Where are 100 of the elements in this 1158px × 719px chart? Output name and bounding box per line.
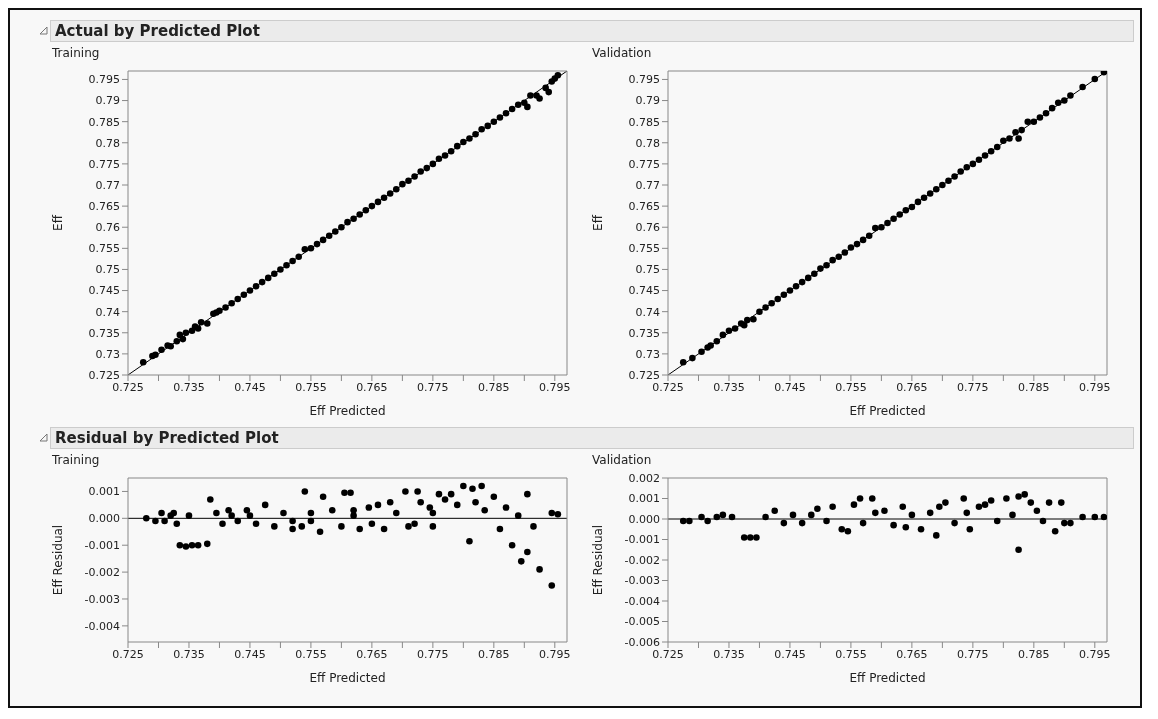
y-tick-label: 0.79 bbox=[635, 94, 660, 108]
point bbox=[951, 519, 958, 527]
x-tick-label: 0.795 bbox=[1079, 647, 1111, 661]
point bbox=[798, 519, 806, 527]
point bbox=[868, 495, 876, 502]
point bbox=[881, 507, 888, 515]
point bbox=[987, 497, 995, 504]
y-tick-label: 0.000 bbox=[628, 512, 660, 526]
x-tick-label: 0.765 bbox=[356, 647, 388, 661]
y-tick-label: 0.775 bbox=[88, 157, 120, 171]
x-tick-label: 0.775 bbox=[417, 380, 449, 394]
y-tick-label: 0.001 bbox=[628, 492, 660, 506]
x-tick-label: 0.755 bbox=[835, 380, 867, 394]
y-tick-label: 0.75 bbox=[635, 263, 660, 277]
point bbox=[917, 525, 925, 533]
point bbox=[1021, 491, 1028, 498]
point bbox=[890, 521, 897, 529]
y-tick-label: 0.73 bbox=[635, 347, 660, 361]
x-tick-label: 0.735 bbox=[713, 647, 745, 661]
y-tick-label: 0.795 bbox=[88, 73, 120, 87]
point bbox=[1003, 495, 1010, 502]
point bbox=[740, 534, 748, 541]
x-tick-label: 0.785 bbox=[1018, 647, 1050, 661]
y-tick-label: 0.002 bbox=[628, 471, 660, 485]
point bbox=[719, 511, 727, 519]
chart-title: Residual by Predicted Plot bbox=[50, 427, 1134, 449]
point bbox=[1100, 513, 1107, 521]
point bbox=[981, 501, 989, 508]
y-tick-label: -0.003 bbox=[624, 574, 660, 588]
point bbox=[872, 509, 879, 517]
point bbox=[753, 534, 760, 541]
point bbox=[859, 519, 867, 527]
point bbox=[1061, 519, 1068, 527]
x-tick-label: 0.795 bbox=[539, 380, 571, 394]
point bbox=[1033, 507, 1041, 515]
point bbox=[780, 519, 788, 527]
y-tick-label: 0.77 bbox=[95, 178, 120, 192]
x-tick-label: 0.795 bbox=[539, 647, 571, 661]
point bbox=[1027, 499, 1035, 506]
point bbox=[1039, 517, 1047, 525]
y-tick-label: 0.755 bbox=[628, 242, 660, 256]
point bbox=[975, 503, 983, 510]
point bbox=[926, 509, 934, 517]
y-axis-title: Eff bbox=[51, 214, 66, 231]
y-tick-label: 0.745 bbox=[628, 284, 660, 298]
point bbox=[698, 513, 705, 521]
y-tick-label: -0.002 bbox=[84, 566, 120, 579]
point bbox=[762, 513, 769, 521]
point bbox=[704, 517, 711, 525]
point bbox=[789, 511, 797, 519]
point bbox=[1079, 513, 1086, 521]
x-tick-label: 0.735 bbox=[173, 647, 205, 661]
point bbox=[1057, 499, 1065, 506]
y-tick-label: 0.795 bbox=[628, 73, 660, 87]
x-tick-label: 0.775 bbox=[957, 380, 989, 394]
chart-subtitle: Validation bbox=[592, 453, 653, 467]
y-tick-label: 0.725 bbox=[88, 368, 120, 382]
point bbox=[1091, 513, 1099, 521]
x-tick-label: 0.745 bbox=[234, 380, 266, 394]
y-axis-title: Eff Residual bbox=[51, 524, 66, 596]
point bbox=[942, 499, 949, 506]
point bbox=[844, 528, 852, 535]
y-tick-label: -0.004 bbox=[624, 594, 660, 608]
point bbox=[899, 503, 907, 510]
point bbox=[838, 525, 846, 533]
point bbox=[1015, 493, 1022, 500]
point bbox=[1045, 499, 1053, 506]
x-axis-title: Eff Predicted bbox=[849, 404, 926, 418]
x-tick-label: 0.725 bbox=[112, 647, 144, 661]
y-tick-label: -0.003 bbox=[84, 592, 120, 606]
y-tick-label: 0.765 bbox=[88, 200, 120, 214]
y-tick-label: 0.001 bbox=[88, 485, 120, 499]
y-tick-label: 0.78 bbox=[95, 136, 120, 150]
point bbox=[993, 517, 1001, 525]
y-tick-label: 0.735 bbox=[88, 326, 120, 340]
x-tick-label: 0.785 bbox=[478, 380, 510, 394]
y-tick-label: -0.002 bbox=[624, 553, 660, 567]
point bbox=[932, 532, 940, 539]
point bbox=[850, 501, 858, 508]
point bbox=[908, 511, 916, 519]
x-tick-label: 0.735 bbox=[713, 380, 745, 394]
point bbox=[966, 525, 974, 533]
x-tick-label: 0.725 bbox=[112, 380, 144, 394]
y-tick-label: 0.76 bbox=[95, 221, 120, 235]
point bbox=[963, 509, 971, 517]
y-tick-label: 0.76 bbox=[635, 221, 660, 235]
y-tick-label: -0.004 bbox=[84, 619, 120, 633]
y-tick-label: 0.000 bbox=[88, 512, 120, 526]
point bbox=[1009, 511, 1016, 519]
x-tick-label: 0.755 bbox=[295, 380, 327, 394]
point bbox=[1051, 528, 1059, 535]
y-tick-label: 0.745 bbox=[88, 284, 120, 298]
point bbox=[1067, 519, 1074, 527]
y-tick-label: 0.74 bbox=[95, 305, 120, 319]
y-tick-label: 0.75 bbox=[95, 263, 120, 277]
x-tick-label: 0.775 bbox=[417, 647, 449, 661]
point bbox=[771, 507, 778, 515]
x-tick-label: 0.745 bbox=[774, 380, 806, 394]
point bbox=[713, 513, 721, 521]
x-tick-label: 0.755 bbox=[295, 647, 327, 661]
